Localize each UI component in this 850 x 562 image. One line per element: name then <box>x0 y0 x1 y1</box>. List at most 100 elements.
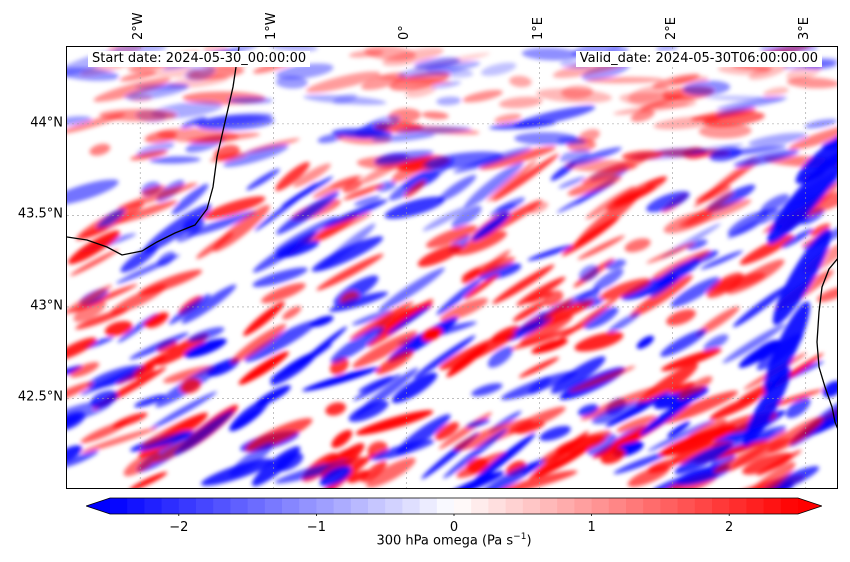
colorbar-segment <box>540 498 558 514</box>
omega-streak <box>354 195 381 206</box>
omega-streak <box>607 312 640 333</box>
colorbar-title: 300 hPa omega (Pa s−1) <box>376 532 532 549</box>
colorbar-tick-label: −1 <box>306 520 326 535</box>
omega-streak <box>404 180 426 198</box>
omega-streak <box>67 381 93 403</box>
omega-streak <box>451 205 482 229</box>
omega-streak <box>119 70 157 82</box>
omega-streak <box>68 230 120 265</box>
omega-streak <box>803 409 837 437</box>
omega-streak <box>498 96 543 109</box>
omega-streak <box>246 168 280 191</box>
omega-streak <box>464 274 499 300</box>
omega-streak <box>479 146 556 170</box>
omega-streak <box>700 250 744 270</box>
colorbar-segment <box>522 498 541 514</box>
colorbar-segment <box>608 498 627 514</box>
colorbar-segment <box>591 498 610 514</box>
omega-streak <box>140 185 166 195</box>
omega-streak <box>709 394 761 420</box>
omega-streak <box>310 315 334 328</box>
colorbar-segment <box>316 498 335 514</box>
omega-streak <box>396 414 451 454</box>
omega-streak <box>652 73 700 89</box>
omega-streak <box>348 400 389 422</box>
omega-streak <box>67 450 99 468</box>
omega-streak <box>96 208 125 230</box>
omega-streak <box>181 284 237 324</box>
omega-streak <box>275 76 308 89</box>
omega-streak <box>453 418 533 451</box>
colorbar-tick-label: 2 <box>725 520 734 535</box>
longitude-label: 1°W <box>264 12 280 40</box>
omega-streak <box>505 315 553 342</box>
omega-streak <box>371 132 435 143</box>
omega-streak <box>599 278 652 301</box>
omega-streak <box>471 212 510 241</box>
omega-streak <box>141 412 208 448</box>
omega-streak <box>347 470 370 484</box>
omega-streak <box>558 176 586 189</box>
colorbar-segment <box>729 498 747 514</box>
omega-streak <box>591 400 651 425</box>
longitude-label: 1°E <box>530 17 546 40</box>
omega-streak <box>252 231 318 273</box>
omega-streak <box>556 297 618 342</box>
omega-streak <box>431 81 462 89</box>
omega-streak <box>494 113 522 124</box>
omega-streak <box>741 461 796 488</box>
omega-streak <box>587 433 617 456</box>
omega-streak <box>531 338 569 354</box>
omega-streak <box>281 176 334 207</box>
omega-streak <box>666 309 696 326</box>
colorbar-segment <box>264 498 283 514</box>
omega-streak <box>382 47 444 66</box>
omega-streak <box>816 286 837 302</box>
omega-streak <box>80 420 129 444</box>
omega-streak <box>509 75 532 88</box>
omega-streak <box>67 284 113 315</box>
omega-streak <box>342 180 362 193</box>
omega-streak <box>230 324 287 364</box>
omega-streak <box>114 200 178 224</box>
omega-streak <box>269 47 318 52</box>
omega-streak <box>526 291 554 304</box>
omega-streak <box>516 276 566 306</box>
omega-streak <box>804 119 837 129</box>
omega-streak <box>442 428 508 479</box>
omega-streak <box>518 357 560 378</box>
omega-streak <box>528 201 549 214</box>
omega-streak <box>275 63 334 80</box>
omega-streak <box>67 414 82 431</box>
omega-streak <box>316 253 384 291</box>
omega-streak <box>659 425 737 457</box>
omega-streak <box>146 312 169 329</box>
omega-streak <box>123 451 160 477</box>
omega-streak <box>444 471 505 488</box>
omega-streak <box>512 301 547 322</box>
omega-streak <box>539 425 571 441</box>
omega-streak <box>628 85 670 104</box>
omega-streak <box>454 231 507 256</box>
omega-streak <box>536 88 612 104</box>
omega-streak <box>514 132 579 146</box>
omega-streak <box>317 133 343 144</box>
omega-streak <box>150 391 218 429</box>
latitude-label: 44°N <box>30 115 63 131</box>
omega-streak <box>244 320 317 363</box>
longitude-label: 3°E <box>796 17 812 40</box>
omega-streak <box>660 329 707 357</box>
omega-streak <box>646 242 695 264</box>
omega-streak <box>678 376 713 400</box>
omega-streak <box>579 264 599 282</box>
omega-streak <box>515 421 545 435</box>
omega-streak <box>421 111 449 120</box>
omega-streak <box>561 216 620 256</box>
omega-streak <box>679 199 752 228</box>
omega-streak <box>739 234 794 265</box>
omega-streak <box>324 448 356 465</box>
omega-streak <box>630 109 655 122</box>
omega-streak <box>645 176 668 187</box>
omega-streak <box>674 442 733 475</box>
omega-streak <box>647 420 714 452</box>
